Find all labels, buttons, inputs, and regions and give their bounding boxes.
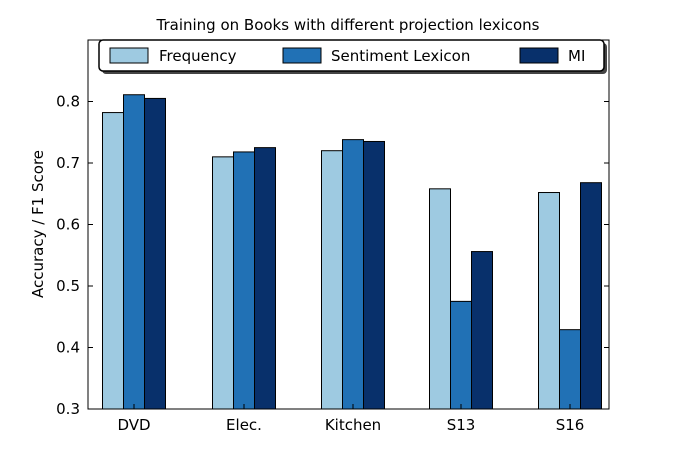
y-tick-label: 0.7 bbox=[56, 154, 80, 172]
bar-mi-kitchen bbox=[363, 140, 385, 410]
legend: Frequency Sentiment Lexicon MI bbox=[98, 39, 607, 74]
x-tick-label: Kitchen bbox=[325, 416, 381, 434]
y-tick-label: 0.4 bbox=[56, 339, 80, 357]
bar-sentiment-lexicon-s16 bbox=[559, 329, 581, 410]
y-tick-label: 0.3 bbox=[56, 400, 80, 418]
bar-frequency-elec bbox=[212, 156, 234, 410]
legend-swatch-frequency bbox=[109, 47, 149, 64]
legend-box bbox=[98, 39, 605, 72]
y-tick-label: 0.5 bbox=[56, 277, 80, 295]
bar-frequency-kitchen bbox=[321, 150, 343, 410]
bar-frequency-s16 bbox=[538, 192, 560, 410]
bar-mi-s13 bbox=[471, 251, 493, 410]
legend-label: Frequency bbox=[159, 47, 237, 65]
bar-mi-elec bbox=[254, 147, 276, 410]
legend-label: Sentiment Lexicon bbox=[331, 47, 470, 65]
plot-area: 0.3 0.4 0.5 0.6 0.7 0.8 DVD Elec. Kitchen S13 S16 bbox=[56, 40, 609, 434]
x-tick-label: DVD bbox=[117, 416, 150, 434]
bar-mi-dvd bbox=[144, 97, 166, 410]
legend-swatch-mi bbox=[519, 47, 559, 64]
y-tick-label: 0.6 bbox=[56, 216, 80, 234]
legend-swatch-sentiment-lexicon bbox=[282, 47, 322, 64]
y-axis-label: Accuracy / F1 Score bbox=[29, 150, 47, 298]
bar-frequency-s13 bbox=[429, 188, 451, 410]
y-tick-label: 0.8 bbox=[56, 93, 80, 111]
x-tick-label: S13 bbox=[447, 416, 476, 434]
bar-sentiment-lexicon-dvd bbox=[123, 94, 145, 410]
chart-title: Training on Books with different project… bbox=[156, 16, 540, 34]
x-tick-label: S16 bbox=[556, 416, 585, 434]
bar-mi-s16 bbox=[580, 182, 602, 410]
x-tick-label: Elec. bbox=[226, 416, 262, 434]
bar-sentiment-lexicon-s13 bbox=[450, 300, 472, 410]
bar-frequency-dvd bbox=[102, 112, 124, 410]
bar-sentiment-lexicon-kitchen bbox=[342, 139, 364, 410]
bar-sentiment-lexicon-elec bbox=[233, 151, 255, 410]
legend-label: MI bbox=[568, 47, 585, 65]
